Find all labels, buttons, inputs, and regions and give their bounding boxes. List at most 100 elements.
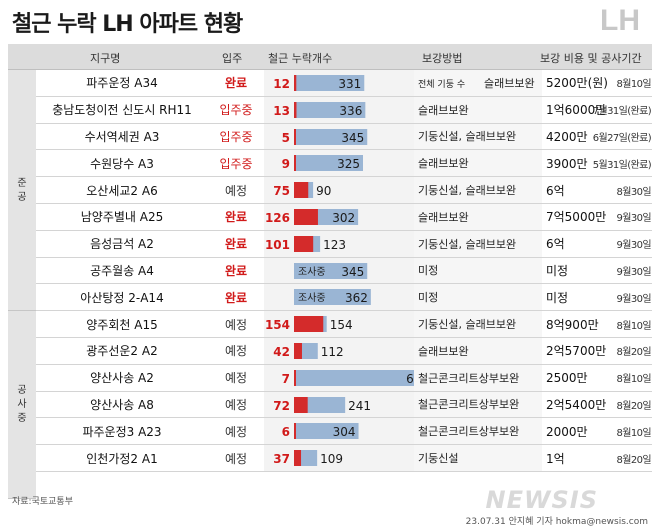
status-badge: 예정 — [224, 183, 248, 198]
lh-logo: LH — [600, 4, 640, 37]
reinforcement-cost: 1억 — [546, 451, 565, 466]
district-name: 남양주별내 A25 — [80, 210, 164, 225]
status-badge: 예정 — [224, 424, 248, 439]
reinforcement-method: 슬래브보완 — [414, 150, 542, 177]
group-label-text: 공사 중 — [17, 384, 27, 424]
construction-period: 9월30일 — [616, 293, 652, 305]
construction-period: 8월10일 — [616, 320, 652, 332]
missing-count-label: 154 — [265, 318, 290, 332]
missing-count-label: 6 — [282, 425, 290, 439]
missing-count-label: 72 — [273, 399, 290, 413]
table-row: 양산사송 A2 예정 7 650철근콘크리트상부보완 2500만 8월10일 — [36, 364, 652, 392]
construction-period: 5월31일(완료) — [592, 159, 652, 171]
missing-rebar-bar — [294, 316, 324, 333]
rebar-bar-chart: 6 304 — [282, 423, 359, 440]
rebar-bar-chart: 154 154 — [265, 316, 353, 333]
reinforcement-cost: 2억5700만 — [546, 344, 607, 359]
rebar-chart-cell: 42 112 — [264, 338, 414, 364]
table-row: 양산사송 A8 예정 72 241 철근콘크리트상부보완 2억5400만 8월20일 — [36, 391, 652, 419]
rebar-chart-cell: 101 123 — [264, 230, 414, 257]
total-columns-label: 90 — [316, 184, 331, 198]
reinforcement-method: 슬래브보완 — [414, 204, 542, 230]
table-row: 광주선운2 A2 예정 42 112 슬래브보완 2억5700만 8월20일 — [36, 338, 652, 365]
rebar-chart-cell: 9 325 — [264, 150, 414, 177]
reinforcement-cost: 8억900만 — [546, 317, 599, 332]
total-columns-label: 336 — [339, 104, 362, 118]
missing-rebar-bar — [294, 155, 296, 172]
reinforcement-cost: 2000만 — [546, 424, 588, 439]
construction-period: 9월30일 — [616, 213, 652, 225]
rebar-chart-cell: 37 109 — [264, 445, 414, 471]
rebar-bar-chart: 42 112 — [273, 342, 344, 359]
newsis-watermark: NEWSIS — [485, 486, 598, 514]
rebar-chart-cell: 12 331 — [264, 70, 414, 96]
reinforcement-method: 미정 — [414, 284, 542, 311]
rebar-bar-chart: 9 325 — [282, 155, 363, 172]
district-name: 파주운정 A34 — [86, 76, 158, 91]
construction-period: 8월10일 — [616, 374, 652, 386]
chart-title: 철근 누락 LH 아파트 현황 — [12, 12, 243, 37]
status-badge: 입주중 — [219, 129, 253, 144]
missing-count-label: 37 — [273, 452, 290, 466]
status-badge: 완료 — [224, 290, 248, 305]
rebar-bar-chart: 5 345 — [282, 128, 368, 145]
table-row: 파주운정3 A23 예정 6 304 철근콘크리트상부보완 2000만 8월10일 — [36, 418, 652, 446]
total-columns-label: 123 — [323, 238, 346, 252]
header-district: 지구명 — [90, 52, 121, 65]
status-badge: 입주중 — [219, 156, 253, 171]
construction-period: 9월30일 — [616, 240, 652, 252]
reinforcement-cost: 미정 — [546, 263, 569, 278]
table-row: 충남도청이전 신도시 RH11 입주중 13 336 슬래브보완 1억6000만 7월31일… — [36, 96, 652, 124]
reinforcement-cost: 미정 — [546, 290, 569, 305]
construction-period: 8월20일 — [616, 347, 652, 359]
missing-rebar-bar — [294, 423, 296, 440]
district-name: 양주회천 A15 — [86, 317, 158, 332]
reinforcement-method: 철근콘크리트상부보완 — [414, 364, 542, 391]
missing-count-label: 13 — [273, 104, 290, 118]
district-name: 수서역세권 A3 — [84, 129, 160, 144]
rebar-bar-chart: 37 109 — [273, 450, 343, 467]
total-columns-annotation: 전체 기둥 수 — [414, 70, 478, 96]
district-name: 파주운정3 A23 — [82, 424, 162, 439]
missing-count-label: 42 — [273, 345, 290, 359]
missing-rebar-bar — [294, 182, 309, 199]
source-note: 자료:국토교통부 — [12, 497, 73, 507]
missing-count-label: 101 — [265, 238, 290, 252]
header-status: 입주 — [222, 52, 243, 65]
total-columns-label: 241 — [348, 399, 371, 413]
status-badge: 예정 — [224, 344, 248, 359]
total-columns-bar — [294, 423, 359, 440]
construction-period: 7월31일(완료) — [592, 106, 652, 118]
table-row: 양주회천 A15 예정 154 154 기둥신설, 슬래브보완 8억900만 8월10일 — [36, 311, 652, 338]
table-row: 인천가정2 A1 예정 37 109 기둥신설 1억 8월20일 — [36, 445, 652, 472]
status-badge: 예정 — [224, 451, 248, 466]
table-row: 공주월송 A4 완료 조사중 345 미정 미정 9월30일 — [36, 257, 652, 285]
total-columns-label: 331 — [338, 77, 361, 91]
reinforcement-method: 기둥신설, 슬래브보완 — [414, 177, 542, 203]
rebar-chart-cell: 5 345 — [264, 123, 414, 150]
missing-rebar-bar — [294, 235, 314, 252]
missing-rebar-bar — [294, 101, 297, 118]
district-name: 광주선운2 A2 — [86, 344, 158, 359]
rebar-bar-chart: 조사중 345 — [294, 262, 368, 279]
district-name: 충남도청이전 신도시 RH11 — [52, 103, 192, 118]
rebar-bar-chart: 101 123 — [265, 235, 346, 252]
rebar-chart-cell: 72 241 — [264, 391, 414, 418]
missing-count-label: 9 — [282, 157, 290, 171]
reinforcement-method: 철근콘크리트상부보완 — [414, 418, 542, 445]
missing-count-label: 5 — [282, 131, 290, 145]
rebar-chart-cell: 75 90 — [264, 177, 414, 203]
total-columns-label: 325 — [337, 157, 360, 171]
district-name: 공주월송 A4 — [90, 263, 154, 278]
missing-count-label: 75 — [273, 184, 290, 198]
missing-rebar-bar — [294, 342, 302, 359]
header-cost-period: 보강 비용 및 공사기간 — [540, 52, 642, 65]
missing-rebar-bar — [294, 396, 308, 413]
table-row: 수원당수 A3 입주중 9 325 슬래브보완 3900만 5월31일(완료) — [36, 150, 652, 178]
total-columns-label: 304 — [333, 425, 356, 439]
reinforcement-method: 기둥신설 — [414, 445, 542, 471]
table-row: 남양주별내 A25 완료 126 302 슬래브보완 7억5000만 9월30일 — [36, 204, 652, 231]
construction-period: 6월27일(완료) — [592, 132, 652, 144]
total-columns-label: 112 — [321, 345, 344, 359]
reinforcement-cost: 3900만 — [546, 156, 588, 171]
